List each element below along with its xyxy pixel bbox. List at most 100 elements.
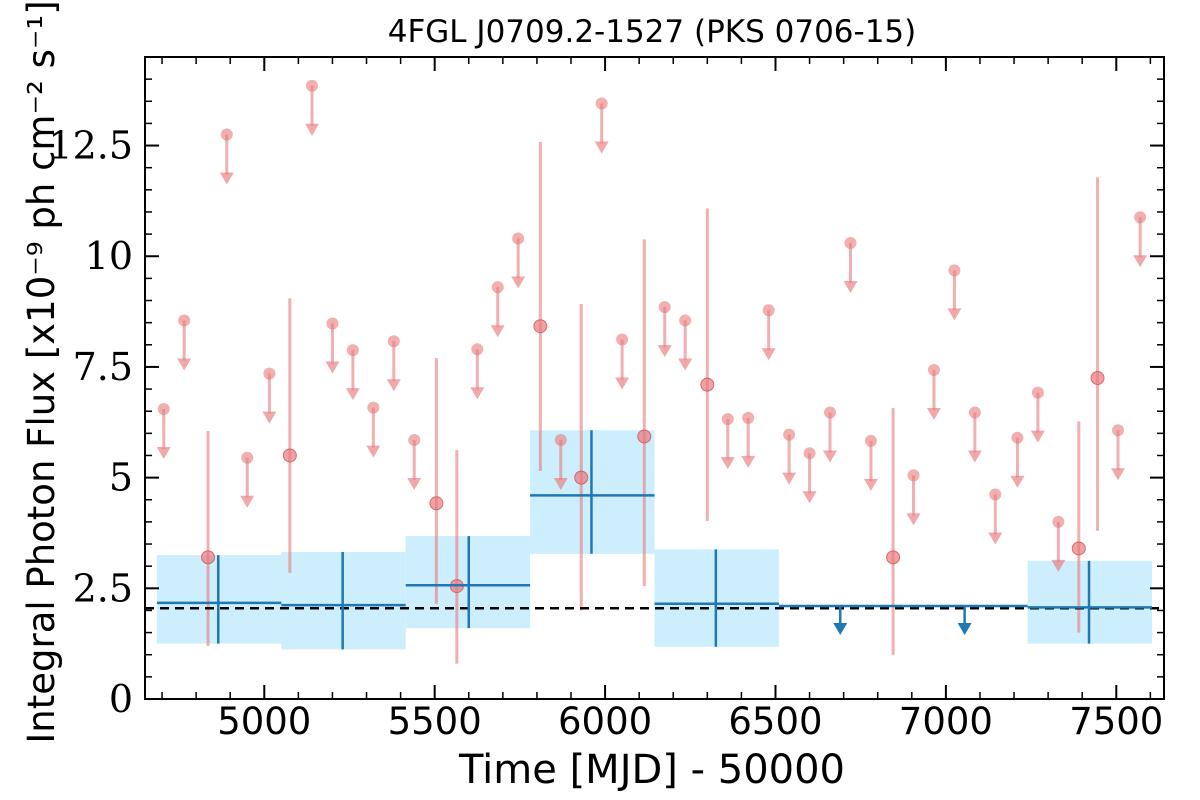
short-bin-upper-limit-arrow bbox=[720, 457, 735, 470]
short-bin-upper-limit-point bbox=[387, 335, 400, 348]
short-bin-point bbox=[1090, 371, 1105, 385]
short-bin-upper-limit-point bbox=[824, 406, 837, 419]
short-bin-upper-limit-point bbox=[1134, 211, 1147, 224]
short-bin-upper-limit-arrow bbox=[823, 450, 838, 463]
short-bin-upper-limit-point bbox=[968, 406, 981, 419]
short-bin-upper-limit-point bbox=[803, 447, 816, 460]
short-bin-upper-limit-arrow bbox=[490, 325, 505, 338]
short-bin-upper-limit-point bbox=[512, 232, 525, 245]
short-bin-point bbox=[886, 550, 901, 565]
short-bin-upper-limit-point bbox=[844, 236, 857, 249]
short-bin-upper-limit-point bbox=[762, 304, 775, 317]
short-bin-upper-limit-arrow bbox=[615, 377, 630, 390]
y-tick-label: 7.5 bbox=[73, 345, 133, 389]
short-bin-point bbox=[700, 377, 715, 392]
long-bin-upper-limit-arrow bbox=[957, 623, 972, 636]
short-bin-upper-limit-point bbox=[263, 367, 276, 380]
x-tick-label: 6000 bbox=[558, 700, 652, 743]
short-bin-upper-limit-point bbox=[1031, 386, 1044, 399]
short-bin-point bbox=[429, 496, 444, 511]
short-bin-upper-limit-arrow bbox=[511, 276, 526, 289]
short-bin-upper-limit-point bbox=[948, 264, 961, 277]
long-bin-upper-limit-arrow bbox=[833, 623, 848, 636]
short-bin-upper-limit-arrow bbox=[678, 358, 693, 371]
short-bin-point bbox=[574, 470, 589, 485]
short-bin-upper-limit-arrow bbox=[407, 477, 422, 490]
short-bin-upper-limit-arrow bbox=[240, 495, 255, 508]
short-bin-upper-limit-arrow bbox=[741, 455, 756, 468]
short-bin-upper-limit-arrow bbox=[470, 387, 485, 400]
x-tick-label: 5000 bbox=[217, 700, 311, 743]
long-bin-series bbox=[156, 430, 1153, 650]
x-tick-label: 6500 bbox=[728, 700, 822, 743]
short-bin-upper-limit-point bbox=[679, 314, 692, 327]
y-tick-label: 10 bbox=[85, 234, 133, 278]
short-bin-upper-limit-point bbox=[305, 79, 318, 92]
short-bin-upper-limit-point bbox=[1011, 431, 1024, 444]
short-bin-upper-limit-arrow bbox=[553, 477, 568, 490]
short-bin-upper-limit-point bbox=[864, 434, 877, 447]
short-bin-upper-limit-arrow bbox=[345, 388, 360, 401]
y-tick-labels: 0 2.5 5 7.5 10 12.5 bbox=[48, 124, 133, 721]
short-bin-point bbox=[1071, 541, 1086, 556]
short-bin-upper-limit-point bbox=[658, 301, 671, 314]
short-bin-upper-limit-point bbox=[927, 364, 940, 377]
short-bin-point bbox=[282, 448, 297, 463]
short-bin-upper-limit-arrow bbox=[657, 345, 672, 358]
axis-ticks bbox=[145, 56, 1164, 700]
short-bin-upper-limit-arrow bbox=[1133, 255, 1148, 268]
short-bin-series bbox=[156, 79, 1148, 664]
y-tick-label: 5 bbox=[109, 456, 133, 500]
short-bin-upper-limit-point bbox=[742, 411, 755, 424]
short-bin-upper-limit-arrow bbox=[947, 308, 962, 321]
short-bin-upper-limit-point bbox=[157, 402, 170, 415]
short-bin-point bbox=[533, 319, 548, 334]
chart-title: 4FGL J0709.2-1527 (PKS 0706-15) bbox=[388, 14, 917, 50]
short-bin-upper-limit-point bbox=[783, 428, 796, 441]
short-bin-upper-limit-arrow bbox=[967, 450, 982, 463]
short-bin-upper-limit-point bbox=[616, 333, 629, 346]
short-bin-upper-limit-arrow bbox=[1051, 559, 1066, 572]
short-bin-upper-limit-arrow bbox=[1030, 430, 1045, 443]
short-bin-upper-limit-point bbox=[721, 413, 734, 426]
short-bin-upper-limit-point bbox=[471, 343, 484, 356]
short-bin-upper-limit-arrow bbox=[386, 379, 401, 392]
short-bin-point bbox=[637, 429, 652, 444]
y-axis-label: Integral Photon Flux [x10⁻⁹ ph cm⁻² s⁻¹] bbox=[20, 0, 63, 743]
long-bin-bands bbox=[156, 430, 1153, 650]
short-bin-upper-limit-arrow bbox=[325, 361, 340, 374]
short-bin-upper-limit-arrow bbox=[802, 491, 817, 504]
short-bin-point bbox=[201, 550, 216, 565]
short-bin-upper-limit-arrow bbox=[1010, 475, 1025, 488]
short-bin-upper-limit-point bbox=[554, 433, 567, 446]
x-tick-labels: 5000 5500 6000 6500 7000 7500 bbox=[217, 700, 1163, 743]
short-bin-upper-limit-point bbox=[220, 128, 233, 141]
y-tick-label: 12.5 bbox=[48, 124, 133, 168]
short-bin-upper-limit-arrow bbox=[843, 280, 858, 293]
short-bin-upper-limit-point bbox=[241, 451, 254, 464]
short-bin-upper-limit-point bbox=[1111, 424, 1124, 437]
short-bin-upper-limit-point bbox=[178, 314, 191, 327]
x-axis-label: Time [MJD] - 50000 bbox=[458, 747, 845, 793]
short-bin-upper-limit-arrow bbox=[1110, 468, 1125, 481]
short-bin-upper-limit-point bbox=[367, 401, 380, 414]
plot-frame bbox=[144, 56, 1165, 700]
short-bin-upper-limit-arrow bbox=[156, 446, 171, 459]
short-bin-upper-limit-arrow bbox=[366, 445, 381, 458]
y-tick-label: 2.5 bbox=[73, 566, 133, 610]
short-bin-upper-limit-point bbox=[907, 469, 920, 482]
short-bin-upper-limit-point bbox=[408, 433, 421, 446]
short-bin-upper-limit-point bbox=[326, 317, 339, 330]
short-bin-upper-limit-arrow bbox=[177, 358, 192, 371]
short-bin-upper-limit-point bbox=[346, 344, 359, 357]
short-bin-upper-limit-point bbox=[1052, 515, 1065, 528]
short-bin-upper-limit-point bbox=[491, 281, 504, 294]
y-tick-label: 0 bbox=[109, 677, 133, 721]
short-bin-upper-limit-arrow bbox=[926, 408, 941, 421]
short-bin-upper-limit-arrow bbox=[594, 141, 609, 154]
short-bin-upper-limit-arrow bbox=[906, 513, 921, 526]
x-tick-label: 7000 bbox=[899, 700, 993, 743]
short-bin-upper-limit-arrow bbox=[988, 532, 1003, 545]
x-tick-label: 5500 bbox=[388, 700, 482, 743]
